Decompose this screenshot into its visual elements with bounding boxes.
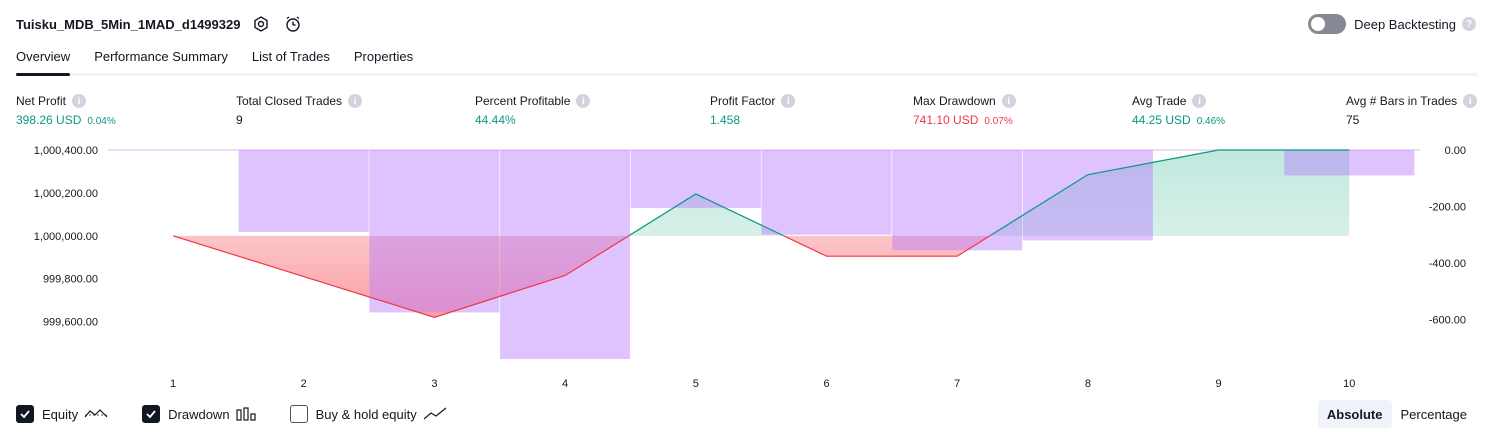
right-axis-tick-label: -200.00: [1429, 202, 1466, 214]
view-mode-switch: Absolute Percentage: [1317, 400, 1476, 428]
equity-line-profit: [172, 149, 1350, 236]
metric-label: Percent Profitable: [475, 94, 571, 108]
absolute-button[interactable]: Absolute: [1317, 400, 1392, 428]
add-alert-icon[interactable]: [282, 13, 304, 35]
settings-icon[interactable]: [250, 13, 272, 35]
legend-drawdown[interactable]: Drawdown: [142, 405, 256, 423]
tab-properties[interactable]: Properties: [353, 49, 414, 64]
info-icon[interactable]: i: [781, 94, 796, 108]
metric-max-drawdown: Max Drawdown i 741.10 USD 0.07%: [913, 93, 1016, 129]
drawdown-bar: [1022, 150, 1153, 241]
info-icon[interactable]: i: [1001, 94, 1016, 108]
drawdown-bar: [892, 150, 1023, 251]
metric-percent: 0.04%: [87, 116, 116, 127]
drawdown-bar: [761, 150, 892, 235]
deep-backtesting: Deep Backtesting ?: [1308, 13, 1476, 35]
strategy-title: Tuisku_MDB_5Min_1MAD_d1499329: [16, 16, 241, 32]
right-axis-tick-label: -600.00: [1429, 315, 1466, 327]
buy-hold-label: Buy & hold equity: [315, 406, 417, 422]
metric-value: 44.44%: [475, 113, 516, 127]
info-icon[interactable]: i: [72, 94, 87, 108]
metric-percent-profitable: Percent Profitable i 44.44%: [475, 93, 591, 129]
equity-drawdown-chart: 1,000,400.00 1,000,200.00 1,000,000.00 999,…: [34, 145, 1466, 390]
trend-line-icon: [423, 407, 447, 421]
left-axis-tick-label: 999,600.00: [43, 317, 98, 329]
metric-label: Avg Trade: [1132, 94, 1187, 108]
tab-list-of-trades[interactable]: List of Trades: [251, 49, 330, 64]
legend-equity[interactable]: Equity: [16, 405, 108, 423]
metric-label: Avg # Bars in Trades: [1346, 94, 1458, 108]
x-axis-tick-label: 1: [170, 378, 176, 390]
x-axis-tick-label: 8: [1085, 378, 1091, 390]
info-icon[interactable]: i: [348, 94, 363, 108]
x-axis-tick-label: 2: [301, 378, 307, 390]
drawdown-bar: [238, 150, 369, 232]
x-axis-tick-label: 7: [954, 378, 960, 390]
buy-hold-checkbox[interactable]: [289, 405, 308, 423]
chart-legend: Equity Drawdown Buy & hold equity: [16, 403, 481, 425]
equity-line-loss: [172, 235, 992, 318]
x-axis-tick-label: 10: [1343, 378, 1355, 390]
metric-percent: 0.46%: [1196, 116, 1226, 127]
equity-profit-area: [173, 150, 1350, 236]
metric-value: 9: [236, 113, 243, 127]
x-axis-tick-label: 5: [693, 378, 699, 390]
equity-loss-area: [173, 235, 1350, 318]
tab-bar: Overview Performance Summary List of Tra…: [16, 44, 437, 76]
tab-overview[interactable]: Overview: [16, 44, 71, 76]
drawdown-bar: [500, 150, 631, 360]
left-axis-tick-label: 1,000,000.00: [34, 231, 98, 243]
metric-percent: 0.07%: [984, 116, 1013, 127]
metric-profit-factor: Profit Factor i 1.458: [710, 93, 796, 129]
metric-net-profit: Net Profit i 398.26 USD 0.04%: [16, 93, 116, 129]
x-axis-tick-label: 3: [431, 378, 437, 390]
metric-label: Max Drawdown: [913, 94, 996, 108]
info-icon[interactable]: i: [576, 94, 591, 108]
drawdown-label: Drawdown: [168, 406, 230, 422]
drawdown-bar: [630, 150, 761, 208]
drawdown-bar: [369, 150, 500, 313]
left-axis-tick-label: 1,000,200.00: [34, 188, 98, 200]
tabs-divider: [16, 73, 1478, 76]
deep-backtesting-toggle[interactable]: [1308, 14, 1347, 34]
info-icon[interactable]: i: [1463, 94, 1478, 108]
percentage-button[interactable]: Percentage: [1400, 406, 1468, 422]
drawdown-bar: [1284, 150, 1415, 176]
right-axis-tick-label: 0.00: [1445, 145, 1466, 157]
x-axis-tick-label: 6: [823, 378, 829, 390]
metric-value: 1.458: [710, 113, 741, 127]
metric-total-closed-trades: Total Closed Trades i 9: [236, 93, 363, 129]
metric-label: Profit Factor: [710, 94, 776, 108]
metric-label: Total Closed Trades: [236, 94, 343, 108]
metric-avg-bars: Avg # Bars in Trades i 75: [1346, 93, 1478, 129]
x-axis-tick-label: 4: [562, 378, 568, 390]
left-axis-tick-label: 1,000,400.00: [34, 145, 98, 157]
strategy-header: Tuisku_MDB_5Min_1MAD_d1499329: [16, 12, 304, 36]
drawdown-bars-icon: [235, 407, 256, 421]
metric-value: 398.26 USD: [16, 113, 82, 127]
equity-line-icon: [84, 407, 108, 421]
metric-label: Net Profit: [16, 94, 67, 108]
right-axis-tick-label: -400.00: [1429, 258, 1466, 270]
metric-value: 44.25 USD: [1132, 113, 1191, 127]
tab-performance-summary[interactable]: Performance Summary: [94, 49, 228, 64]
drawdown-checkbox[interactable]: [142, 405, 161, 423]
equity-label: Equity: [42, 406, 79, 422]
info-icon[interactable]: i: [1192, 94, 1207, 108]
metric-value: 75: [1346, 113, 1360, 127]
help-icon[interactable]: ?: [1462, 17, 1476, 31]
x-axis-tick-label: 9: [1216, 378, 1222, 390]
left-axis-tick-label: 999,800.00: [43, 274, 98, 286]
deep-backtesting-label: Deep Backtesting: [1354, 16, 1456, 32]
legend-buy-hold[interactable]: Buy & hold equity: [289, 405, 447, 423]
equity-checkbox[interactable]: [16, 405, 34, 423]
metric-value: 741.10 USD: [913, 113, 979, 127]
metric-avg-trade: Avg Trade i 44.25 USD 0.46%: [1132, 93, 1225, 129]
